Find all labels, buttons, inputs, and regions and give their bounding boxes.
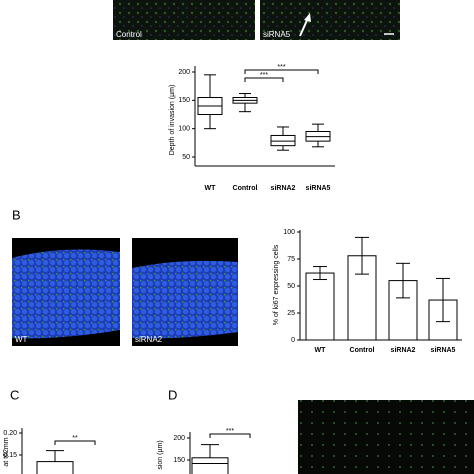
x-tick-label: WT	[205, 185, 217, 192]
y-tick-label: 150	[173, 457, 185, 464]
y-tick-label: 25	[287, 310, 295, 317]
significance-bracket	[244, 69, 319, 74]
y-axis-label: at t62mm	[3, 437, 10, 466]
significance-label: **	[72, 435, 78, 442]
significance-bracket	[244, 77, 284, 82]
x-tick-label: WT	[315, 347, 327, 354]
panel-label: D	[168, 387, 177, 402]
x-tick-label: Control	[350, 347, 375, 354]
tissue	[12, 249, 120, 339]
micrograph	[113, 0, 255, 40]
significance-bracket	[209, 433, 251, 438]
arrow	[299, 17, 309, 37]
significance-label: ***	[277, 64, 285, 71]
y-tick-label: 100	[283, 229, 295, 236]
box	[191, 457, 229, 474]
bar	[305, 272, 335, 341]
y-axis-label: % of ki67 expressing cells	[273, 244, 280, 325]
y-tick-label: 200	[173, 435, 185, 442]
y-tick-label: 0.15	[3, 452, 17, 459]
x-tick-label: siRNA5	[431, 347, 456, 354]
x-tick-label: siRNA2	[271, 185, 296, 192]
significance-label: ***	[260, 72, 268, 79]
y-axis-label: Depth of invasion (µm)	[169, 85, 176, 156]
box	[36, 461, 74, 474]
y-tick-label: 0	[291, 337, 295, 344]
significance-bracket	[54, 440, 96, 445]
image-label: Control	[116, 30, 142, 39]
y-tick-label: 0.20	[3, 430, 17, 437]
image-label: WT	[15, 335, 28, 344]
image-label: siRNA5	[263, 30, 291, 39]
significance-label: ***	[226, 428, 234, 435]
micrograph	[298, 400, 474, 474]
box	[270, 134, 296, 147]
bar	[347, 255, 377, 341]
x-tick-label: siRNA5	[306, 185, 331, 192]
arrow-head	[304, 13, 311, 22]
panel-label: C	[10, 387, 19, 402]
image-label: siRNA2	[135, 335, 163, 344]
micrograph	[260, 0, 400, 40]
x-tick-label: Control	[233, 185, 258, 192]
tissue	[132, 260, 238, 339]
y-tick-label: 75	[287, 256, 295, 263]
y-tick-label: 50	[182, 154, 190, 161]
y-tick-label: 50	[287, 283, 295, 290]
x-tick-label: siRNA2	[391, 347, 416, 354]
y-tick-label: 200	[178, 69, 190, 76]
y-axis-label: sion (µm)	[157, 440, 164, 469]
panel-label: B	[12, 207, 21, 222]
y-tick-label: 150	[178, 97, 190, 104]
y-tick-label: 100	[178, 126, 190, 133]
